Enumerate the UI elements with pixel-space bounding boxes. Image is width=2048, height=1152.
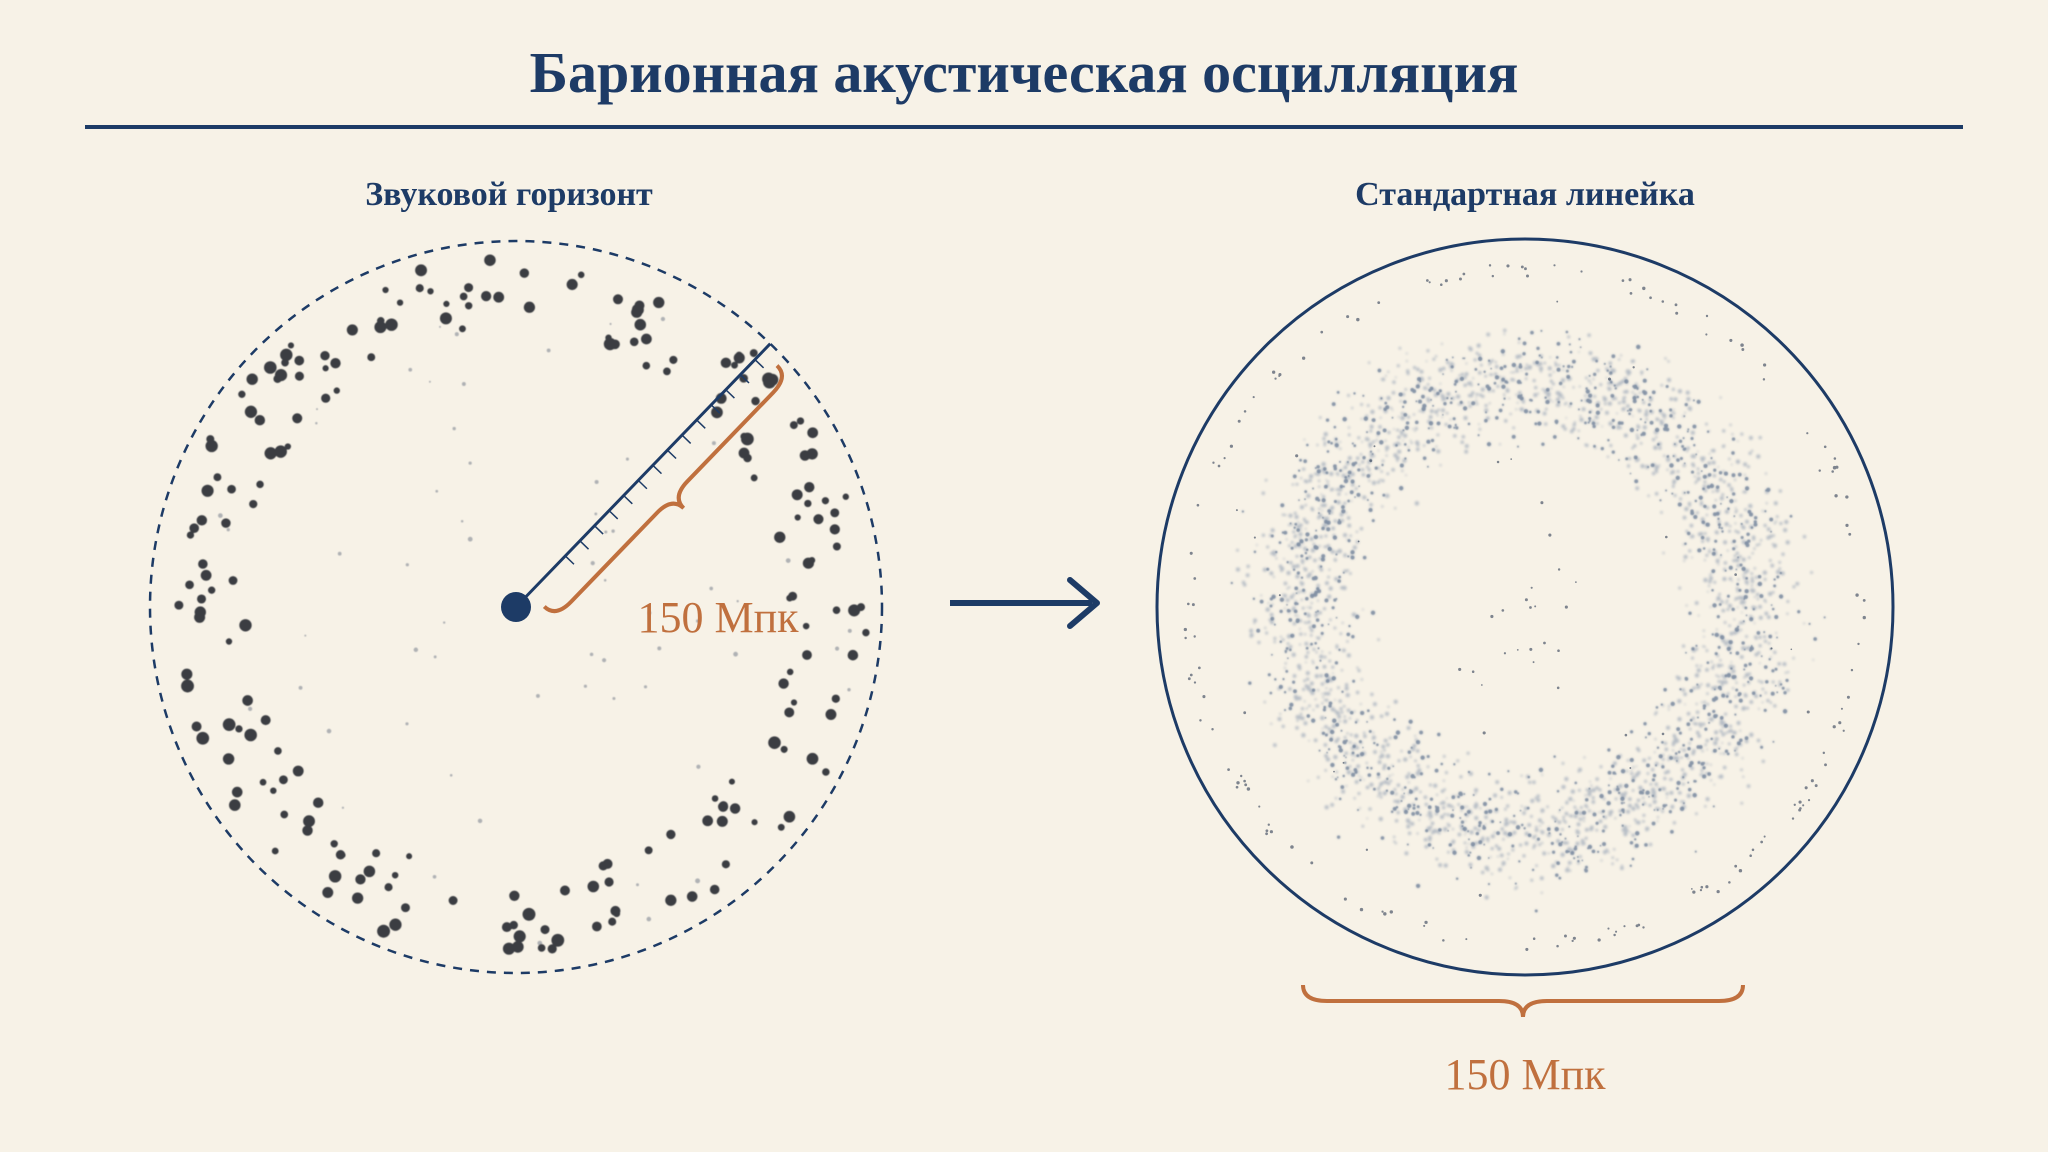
title: Барионная акустическая осцилляция — [530, 40, 1519, 105]
panel-label: Звуковой горизонт — [365, 176, 653, 213]
scale-label: 150 Мпк — [1444, 1050, 1606, 1099]
standard-ruler-panel — [1155, 237, 1895, 977]
scale-brace — [1301, 984, 1745, 1018]
ruler-line — [514, 342, 772, 609]
panel-label: Стандартная линейка — [1355, 176, 1695, 213]
scale-label: 150 Мпк — [637, 593, 799, 642]
arrow-head — [1067, 577, 1100, 629]
ruler-ticks — [564, 359, 765, 565]
horizon-circle — [148, 239, 884, 975]
sound-horizon-panel — [148, 239, 884, 975]
center-point — [501, 592, 531, 622]
ruler-circle — [1155, 237, 1895, 977]
arrow — [950, 577, 1100, 629]
